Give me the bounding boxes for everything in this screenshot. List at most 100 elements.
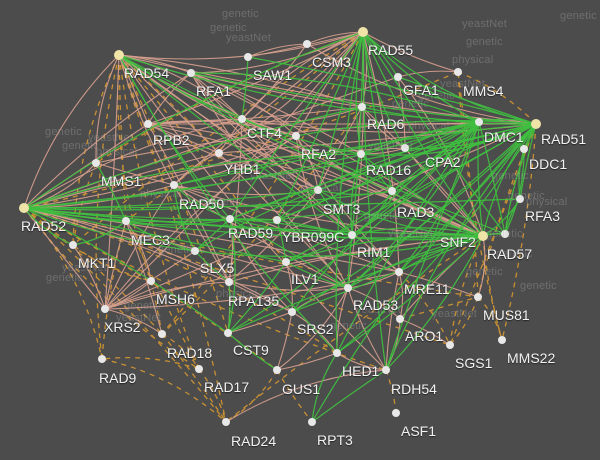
edge-green	[385, 123, 537, 371]
edge-green	[23, 106, 363, 209]
edge-salmon	[147, 72, 192, 125]
graph-node[interactable]	[282, 258, 290, 266]
graph-node[interactable]	[215, 149, 223, 157]
edge-green	[23, 190, 393, 211]
graph-node[interactable]	[344, 284, 352, 292]
edge-salmon	[118, 31, 364, 60]
graph-node[interactable]	[382, 366, 390, 374]
edge-salmon	[104, 220, 127, 310]
edge-green	[362, 31, 393, 192]
edge-green	[477, 121, 484, 237]
graph-node[interactable]	[222, 418, 230, 426]
edge-green	[404, 121, 480, 149]
edge-orange_dashed	[23, 207, 163, 335]
edge-green	[173, 184, 231, 220]
graph-node[interactable]	[475, 118, 483, 126]
edge-green	[336, 235, 484, 354]
edge-salmon	[397, 70, 459, 78]
graph-node[interactable]	[69, 241, 77, 249]
graph-node[interactable]	[158, 330, 166, 338]
edge-salmon	[347, 287, 401, 320]
graph-node[interactable]	[531, 119, 541, 129]
edge-salmon	[23, 207, 293, 313]
edge-green	[285, 234, 353, 263]
graph-node[interactable]	[19, 203, 29, 213]
edge-green	[362, 31, 387, 371]
graph-node[interactable]	[401, 144, 409, 152]
graph-node[interactable]	[288, 308, 296, 316]
graph-node[interactable]	[392, 409, 400, 417]
edge-salmon	[228, 235, 484, 283]
graph-node[interactable]	[358, 27, 368, 37]
edge-salmon	[95, 54, 120, 164]
edge-salmon	[317, 106, 363, 191]
edge-salmon	[225, 369, 387, 423]
graph-node[interactable]	[388, 187, 396, 195]
edge-orange_dashed	[457, 71, 479, 298]
graph-node[interactable]	[224, 329, 232, 337]
graph-node[interactable]	[348, 231, 356, 239]
graph-node[interactable]	[395, 268, 403, 276]
edge-orange_dashed	[101, 358, 227, 423]
graph-node[interactable]	[474, 293, 482, 301]
graph-node[interactable]	[396, 315, 404, 323]
graph-node[interactable]	[498, 336, 506, 344]
graph-node[interactable]	[114, 50, 124, 60]
edge-green	[276, 189, 319, 221]
edge-green	[362, 31, 480, 123]
graph-node[interactable]	[226, 215, 234, 223]
graph-node[interactable]	[273, 216, 281, 224]
edge-salmon	[399, 318, 451, 346]
edge-green	[23, 189, 319, 209]
graph-node[interactable]	[520, 145, 528, 153]
graph-node[interactable]	[333, 349, 341, 357]
graph-node[interactable]	[147, 277, 155, 285]
graph-node[interactable]	[516, 195, 524, 203]
edge-green	[519, 123, 537, 200]
graph-node[interactable]	[501, 230, 509, 238]
edge-salmon	[295, 135, 349, 289]
edge-green	[125, 220, 196, 252]
graph-node[interactable]	[358, 103, 366, 111]
graph-node[interactable]	[191, 247, 199, 255]
edge-orange_dashed	[198, 368, 227, 423]
graph-node[interactable]	[478, 231, 488, 241]
graph-node[interactable]	[144, 120, 152, 128]
graph-node[interactable]	[314, 186, 322, 194]
graph-node[interactable]	[446, 341, 454, 349]
graph-node[interactable]	[225, 278, 233, 286]
graph-node[interactable]	[170, 181, 178, 189]
edge-salmon	[362, 31, 459, 73]
edge-orange_dashed	[95, 54, 120, 360]
edge-orange_dashed	[501, 123, 537, 341]
graph-node[interactable]	[122, 217, 130, 225]
graph-node[interactable]	[98, 355, 106, 363]
edge-salmon	[247, 43, 308, 58]
graph-node[interactable]	[308, 418, 316, 426]
edge-salmon	[404, 147, 484, 237]
graph-node[interactable]	[244, 53, 252, 61]
graph-node[interactable]	[394, 73, 402, 81]
graph-node[interactable]	[92, 159, 100, 167]
graph-node[interactable]	[195, 365, 203, 373]
edge-green	[118, 54, 353, 236]
edge-green	[291, 123, 537, 313]
graph-node[interactable]	[357, 150, 365, 158]
graph-node[interactable]	[273, 366, 281, 374]
graph-node[interactable]	[101, 305, 109, 313]
graph-node[interactable]	[292, 132, 300, 140]
edge-salmon	[118, 54, 175, 186]
graph-node[interactable]	[454, 68, 462, 76]
edge-salmon	[241, 43, 308, 120]
edge-green	[276, 213, 484, 237]
graph-node[interactable]	[238, 115, 246, 123]
edge-orange_dashed	[117, 54, 152, 282]
edge-orange_dashed	[23, 207, 479, 298]
graph-node[interactable]	[187, 69, 195, 77]
edge-green	[276, 121, 480, 221]
edge-salmon	[23, 207, 230, 283]
graph-node[interactable]	[303, 40, 311, 48]
edge-salmon	[241, 31, 364, 120]
edge-salmon	[104, 308, 163, 335]
